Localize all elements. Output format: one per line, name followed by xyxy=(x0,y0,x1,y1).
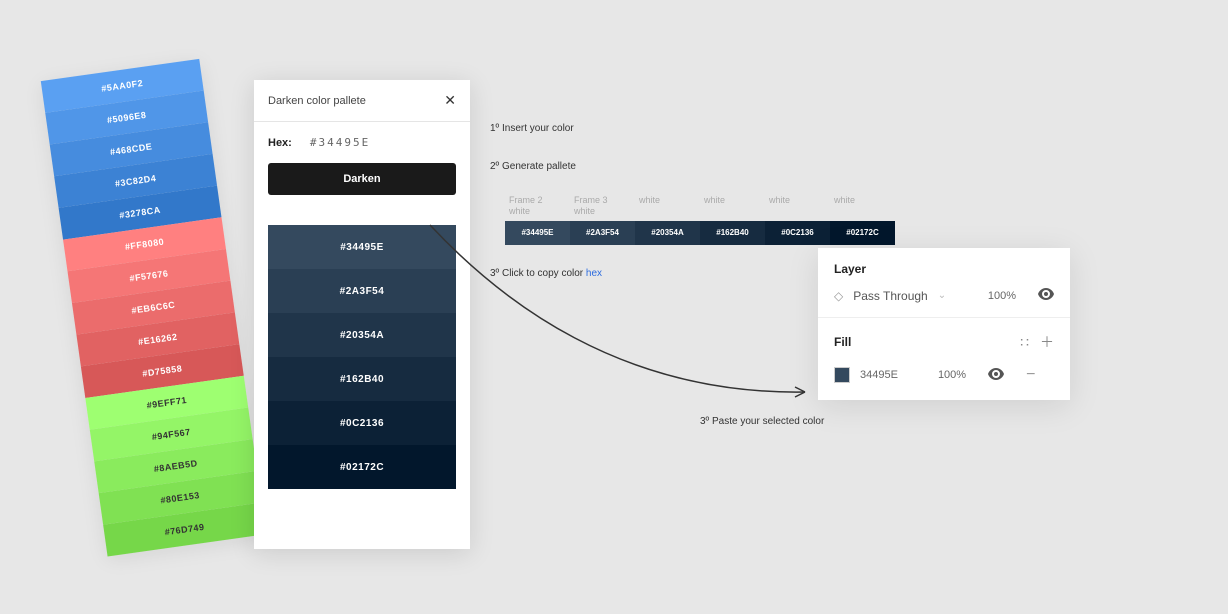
frame-swatch[interactable]: #0C2136 xyxy=(765,221,830,245)
result-swatch[interactable]: #2A3F54 xyxy=(268,269,456,313)
step-3: 3º Click to copy color hex xyxy=(490,268,602,279)
layer-section: Layer ◇ Pass Through ⌄ 100% xyxy=(818,248,1070,318)
hex-input-row: Hex: #34495E xyxy=(254,122,470,163)
chevron-down-icon[interactable]: ⌄ xyxy=(938,290,946,301)
frame-swatch[interactable]: #162B40 xyxy=(700,221,765,245)
fill-title: Fill xyxy=(834,335,851,349)
frame-label: white xyxy=(765,195,830,217)
fill-visibility-icon[interactable] xyxy=(988,368,1004,383)
result-swatch[interactable]: #02172C xyxy=(268,445,456,489)
style-icon[interactable]: ∷ xyxy=(1020,334,1028,351)
fill-opacity[interactable]: 100% xyxy=(938,369,966,381)
darken-panel: Darken color pallete ✕ Hex: #34495E Dark… xyxy=(254,80,470,549)
darken-button[interactable]: Darken xyxy=(268,163,456,195)
remove-fill-icon[interactable]: − xyxy=(1026,366,1035,384)
frame-swatch[interactable]: #20354A xyxy=(635,221,700,245)
fill-color-chip[interactable] xyxy=(834,367,850,383)
layer-opacity[interactable]: 100% xyxy=(988,290,1016,302)
rotated-swatch-column: #5AA0F2#5096E8#468CDE#3C82D4#3278CA#FF80… xyxy=(41,59,266,557)
frame-label: white xyxy=(635,195,700,217)
frame-swatch[interactable]: #2A3F54 xyxy=(570,221,635,245)
result-swatch[interactable]: #34495E xyxy=(268,225,456,269)
droplet-icon: ◇ xyxy=(834,289,843,303)
hex-link[interactable]: hex xyxy=(586,268,602,279)
result-swatch-list: #34495E#2A3F54#20354A#162B40#0C2136#0217… xyxy=(268,225,456,489)
arrow-icon xyxy=(420,220,820,420)
frame-swatch[interactable]: #34495E xyxy=(505,221,570,245)
panel-title: Darken color pallete xyxy=(268,95,366,107)
step-1: 1º Insert your color xyxy=(490,123,574,134)
close-icon[interactable]: ✕ xyxy=(444,92,456,109)
layer-title: Layer xyxy=(834,262,1054,276)
result-swatch[interactable]: #162B40 xyxy=(268,357,456,401)
frame-label: Frame 2white xyxy=(505,195,570,217)
frame-label: Frame 3white xyxy=(570,195,635,217)
fill-header: Fill ∷ ＋ xyxy=(818,318,1070,360)
frame-label: white xyxy=(700,195,765,217)
visibility-icon[interactable] xyxy=(1038,288,1054,303)
blend-mode-select[interactable]: Pass Through xyxy=(853,289,928,303)
frame-swatch[interactable]: #02172C xyxy=(830,221,895,245)
fill-row: 34495E 100% − xyxy=(818,360,1070,400)
hex-label: Hex: xyxy=(268,137,292,149)
panel-header: Darken color pallete ✕ xyxy=(254,80,470,122)
frame-label: white xyxy=(830,195,895,217)
result-swatch[interactable]: #20354A xyxy=(268,313,456,357)
frames-strip: Frame 2whiteFrame 3whitewhitewhitewhitew… xyxy=(505,195,905,245)
layer-panel: Layer ◇ Pass Through ⌄ 100% Fill ∷ ＋ 344… xyxy=(818,248,1070,400)
add-fill-icon[interactable]: ＋ xyxy=(1040,332,1054,352)
hex-input[interactable]: #34495E xyxy=(310,136,370,149)
fill-hex-value[interactable]: 34495E xyxy=(860,369,898,381)
step-4: 3º Paste your selected color xyxy=(700,416,824,427)
step-2: 2º Generate pallete xyxy=(490,161,576,172)
result-swatch[interactable]: #0C2136 xyxy=(268,401,456,445)
blend-mode-row: ◇ Pass Through ⌄ 100% xyxy=(834,288,1054,303)
